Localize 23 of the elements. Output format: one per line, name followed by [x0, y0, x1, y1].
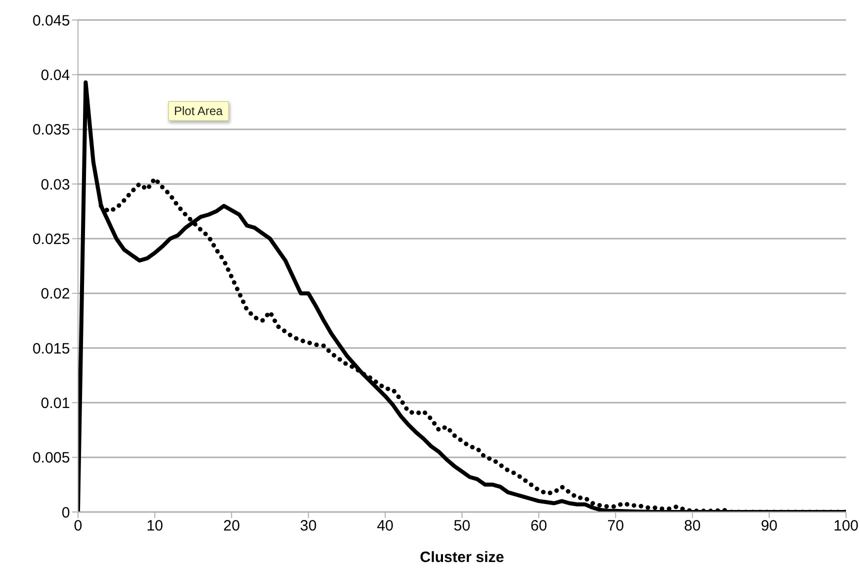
x-tick-label: 50	[454, 518, 470, 535]
x-tick-label: 100	[833, 518, 859, 535]
x-axis-title: Cluster size	[420, 549, 504, 566]
x-tick-label: 30	[300, 518, 317, 535]
x-tick-label: 80	[684, 518, 701, 535]
x-tick-label: 20	[223, 518, 240, 535]
annotation: Plot Area	[168, 101, 229, 121]
y-tick-label: 0.015	[32, 340, 70, 358]
x-tick-label: 10	[146, 518, 164, 535]
y-tick-label: 0.02	[40, 286, 70, 303]
x-tick-label: 0	[74, 518, 82, 535]
x-tick-label: 70	[607, 518, 624, 535]
y-tick-label: 0	[62, 504, 70, 522]
y-tick-label: 0.045	[32, 12, 70, 30]
y-tick-label: 0.035	[32, 122, 70, 139]
x-tick-label: 40	[376, 518, 394, 535]
y-tick-label: 0.025	[32, 230, 70, 248]
y-tick-label: 0.03	[40, 176, 70, 194]
x-tick-label: 60	[530, 518, 548, 535]
y-tick-label: 0.005	[32, 450, 70, 467]
x-tick-label: 90	[760, 518, 778, 535]
y-tick-label: 0.04	[40, 66, 70, 84]
y-tick-label: 0.01	[40, 394, 70, 412]
